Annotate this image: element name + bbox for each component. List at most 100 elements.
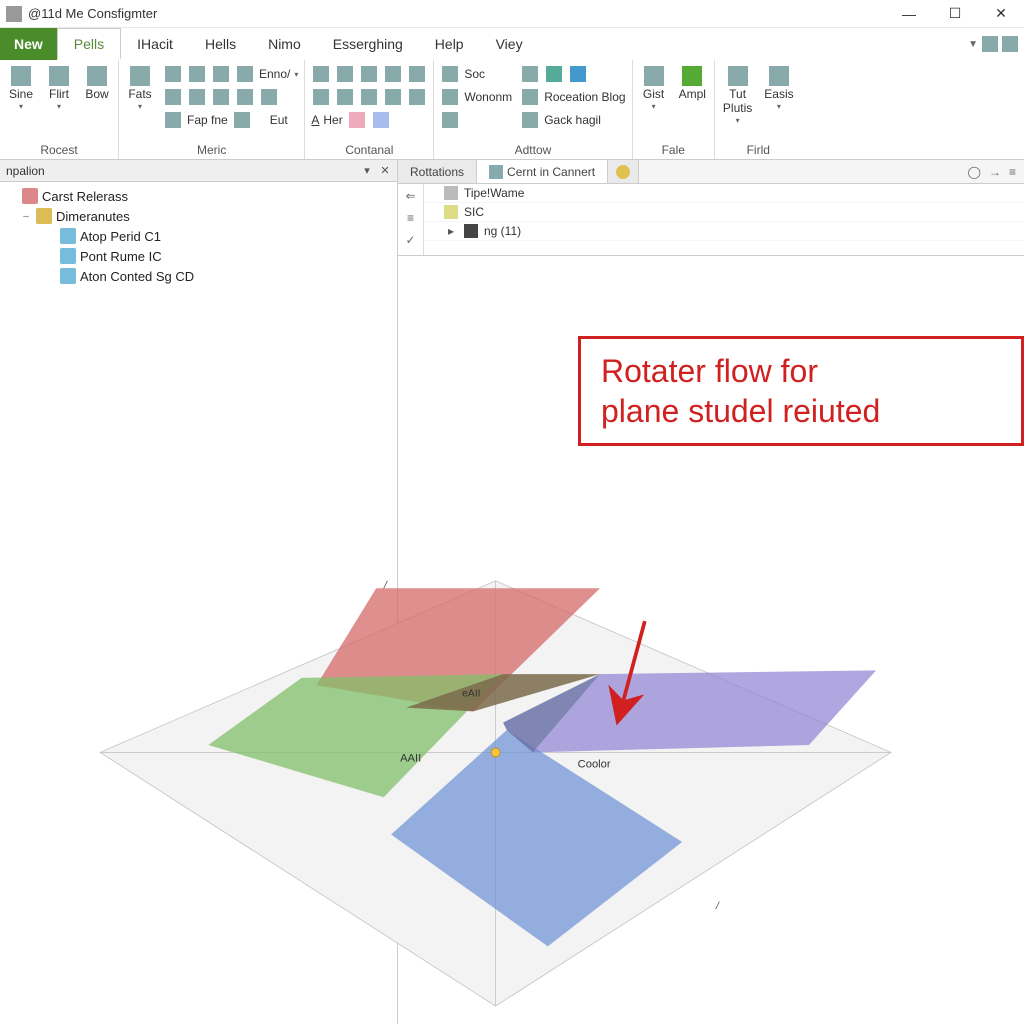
- doc-tab-extra[interactable]: [608, 160, 639, 183]
- cont-r3c3[interactable]: [347, 110, 367, 130]
- meric-enno-label: Enno/: [259, 67, 290, 81]
- cont-r1c5[interactable]: [407, 64, 427, 84]
- meric-r2c4[interactable]: [235, 87, 255, 107]
- ribbon-group-firld: TutPlutis▾ Easis▾ Firld: [715, 60, 802, 159]
- tree-icon: [36, 208, 52, 224]
- cont-r2c5[interactable]: [407, 87, 427, 107]
- cont-r2c3[interactable]: [359, 87, 379, 107]
- annotation-callout: Rotater flow for plane studel reiuted: [578, 336, 1024, 446]
- ampl-icon: [682, 66, 702, 86]
- panel-dropdown-icon[interactable]: ▾: [361, 165, 373, 177]
- tree-node-1[interactable]: –Dimeranutes: [4, 206, 393, 226]
- ribbon-group-fale: Gist▾ Ampl Fale: [633, 60, 715, 159]
- ribbon-btn-flirt[interactable]: Flirt▾: [44, 64, 74, 113]
- prop-row-1[interactable]: SIC: [424, 203, 1024, 222]
- cont-r1c3[interactable]: [359, 64, 379, 84]
- ribbon-btn-easis[interactable]: Easis▾: [762, 64, 795, 113]
- menu-icon-2[interactable]: [1002, 36, 1018, 52]
- menu-new[interactable]: New: [0, 28, 57, 60]
- cont-r1c4[interactable]: [383, 64, 403, 84]
- ribbon: Sine▾ Flirt▾ Bow Rocest Fats▾ Enno/▾ Fap…: [0, 60, 1024, 160]
- doc-tab-row: Rottations Cernt in Cannert ◯ → ≡: [398, 160, 1024, 184]
- meric-r1c1[interactable]: [163, 64, 183, 84]
- prop-row-2[interactable]: ▸ng (11): [424, 222, 1024, 241]
- ribbon-label-meric: Meric: [125, 141, 298, 157]
- warning-icon: [616, 165, 630, 179]
- tree-node-0[interactable]: Carst Relerass: [4, 186, 393, 206]
- adt-r2c1[interactable]: [440, 87, 460, 107]
- meric-r2c2[interactable]: [187, 87, 207, 107]
- ribbon-btn-bow[interactable]: Bow: [82, 64, 112, 102]
- adt-r1c4[interactable]: [568, 64, 588, 84]
- panel-close-icon[interactable]: ✕: [379, 165, 391, 177]
- close-button[interactable]: ✕: [978, 0, 1024, 28]
- minimize-button[interactable]: —: [886, 0, 932, 28]
- cont-her-label: Her: [323, 113, 342, 127]
- meric-r2c3[interactable]: [211, 87, 231, 107]
- ribbon-label-fale: Fale: [639, 141, 708, 157]
- bow-icon: [87, 66, 107, 86]
- callout-line2: plane studel reiuted: [601, 391, 1001, 431]
- menu-icon-1[interactable]: [982, 36, 998, 52]
- meric-r1c3[interactable]: [211, 64, 231, 84]
- left-panel-title: npalion: [6, 164, 45, 178]
- meric-r1c2[interactable]: [187, 64, 207, 84]
- main-area: npalion ▾ ✕ Carst Relerass –Dimeranutes …: [0, 160, 1024, 1024]
- tab-arrow-icon[interactable]: →: [989, 165, 1001, 179]
- adt-r1c2[interactable]: [520, 64, 540, 84]
- meric-r2c5[interactable]: [259, 87, 279, 107]
- prop-back-icon[interactable]: ⇐: [403, 188, 419, 204]
- svg-text:eAII: eAII: [462, 688, 481, 699]
- ribbon-label-contanal: Contanal: [311, 141, 427, 157]
- doc-tab-1[interactable]: Cernt in Cannert: [477, 160, 608, 183]
- property-area: ⇐ ≡ ✓ Tipe!Wame SIC ▸ng (11): [398, 184, 1024, 256]
- tree-node-2[interactable]: Atop Perid C1: [4, 226, 393, 246]
- menu-tab-6[interactable]: Viey: [480, 28, 539, 60]
- menu-tab-5[interactable]: Help: [419, 28, 480, 60]
- meric-r2c1[interactable]: [163, 87, 183, 107]
- meric-eut-label: Eut: [270, 113, 288, 127]
- prop-rows: Tipe!Wame SIC ▸ng (11): [424, 184, 1024, 255]
- meric-r1c4[interactable]: [235, 64, 255, 84]
- prop-check-icon[interactable]: ✓: [403, 232, 419, 248]
- meric-r3c3[interactable]: [232, 110, 252, 130]
- meric-r3c1[interactable]: [163, 110, 183, 130]
- adt-r2c2[interactable]: [520, 87, 540, 107]
- cont-r1c1[interactable]: [311, 64, 331, 84]
- menu-tab-4[interactable]: Esserghing: [317, 28, 419, 60]
- sine-icon: [11, 66, 31, 86]
- ribbon-label-rocest: Rocest: [6, 141, 112, 157]
- cont-r2c4[interactable]: [383, 87, 403, 107]
- ribbon-btn-sine[interactable]: Sine▾: [6, 64, 36, 113]
- tab-circle-icon[interactable]: ◯: [968, 165, 981, 179]
- cont-r2c2[interactable]: [335, 87, 355, 107]
- tree-label-0: Carst Relerass: [42, 189, 128, 204]
- adt-r3c2[interactable]: [520, 110, 540, 130]
- doc-tab-0[interactable]: Rottations: [398, 160, 477, 183]
- cont-r2c1[interactable]: [311, 87, 331, 107]
- menu-tab-2[interactable]: Hells: [189, 28, 252, 60]
- cont-r3c4[interactable]: [371, 110, 391, 130]
- ribbon-btn-gist[interactable]: Gist▾: [639, 64, 669, 113]
- tree-label-2: Atop Perid C1: [80, 229, 161, 244]
- adt-wononm-label: Wononm: [464, 90, 512, 104]
- prop-menu-icon[interactable]: ≡: [403, 210, 419, 226]
- adt-r3c1[interactable]: [440, 110, 460, 130]
- adt-r1c1[interactable]: [440, 64, 460, 84]
- maximize-button[interactable]: ☐: [932, 0, 978, 28]
- ribbon-btn-ampl[interactable]: Ampl: [677, 64, 708, 102]
- ribbon-btn-tut[interactable]: TutPlutis▾: [721, 64, 754, 127]
- ribbon-group-adttow: Soc Wononm Roceation Blog Gack hagil Adt…: [434, 60, 632, 159]
- adt-r1c3[interactable]: [544, 64, 564, 84]
- cont-r1c2[interactable]: [335, 64, 355, 84]
- cont-a-label[interactable]: A: [311, 113, 319, 127]
- ribbon-btn-fats[interactable]: Fats▾: [125, 64, 155, 113]
- tab-menu-icon[interactable]: ≡: [1009, 165, 1016, 179]
- ribbon-group-meric: Fats▾ Enno/▾ Fap fneEut Meric: [119, 60, 305, 159]
- menu-tab-3[interactable]: Nimo: [252, 28, 317, 60]
- ribbon-label-firld: Firld: [721, 141, 796, 157]
- ribbon-label-adttow: Adttow: [440, 141, 625, 157]
- menu-tab-0[interactable]: Pells: [57, 28, 121, 60]
- menu-tab-1[interactable]: IHacit: [121, 28, 189, 60]
- prop-row-0[interactable]: Tipe!Wame: [424, 184, 1024, 203]
